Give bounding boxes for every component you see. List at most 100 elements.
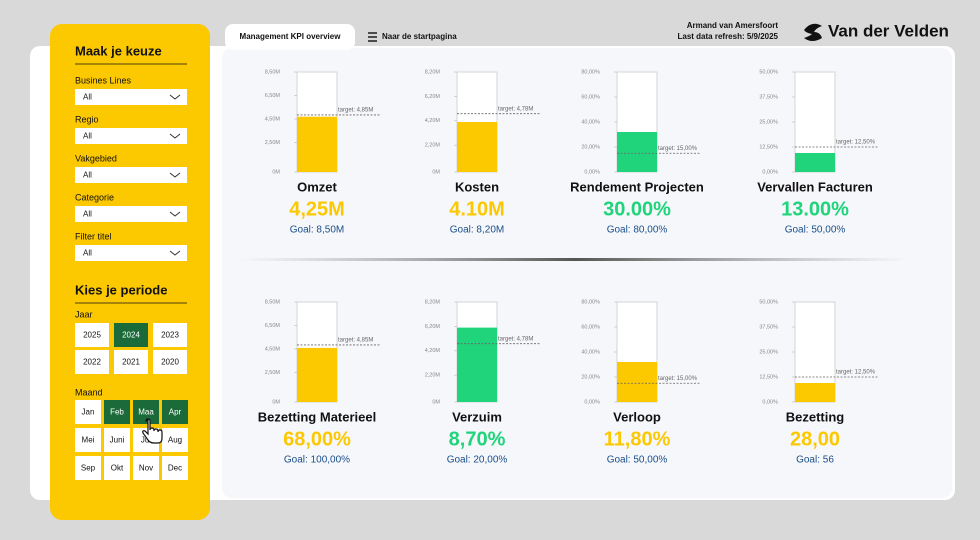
kpi-goal: Goal: 8,20M xyxy=(450,225,504,236)
section-divider xyxy=(240,258,910,261)
kpi-value: 30.00% xyxy=(603,198,671,220)
kpi-value: 28,00 xyxy=(790,428,840,450)
target-label: target: 4,78M xyxy=(498,106,533,112)
sidebar-title: Maak je keuze xyxy=(75,43,162,58)
toggle-button[interactable] xyxy=(75,400,101,424)
kpi-goal: Goal: 56 xyxy=(796,455,834,466)
y-tick-label: 40,00% xyxy=(581,119,600,125)
tab-active[interactable] xyxy=(225,24,355,50)
kpi-value: 13.00% xyxy=(781,198,849,220)
button-label: Feb xyxy=(110,408,124,417)
sidebar-title: Kies je periode xyxy=(75,282,167,297)
toggle-button[interactable] xyxy=(162,428,188,452)
y-tick-label: 0M xyxy=(272,399,280,405)
y-tick-label: 6,50M xyxy=(265,93,281,99)
toggle-button[interactable] xyxy=(104,428,130,452)
bar xyxy=(457,122,497,172)
y-tick-label: 6,50M xyxy=(265,323,281,329)
tab[interactable]: Naar de startpagina xyxy=(382,32,457,41)
toggle-button[interactable] xyxy=(104,456,130,480)
kpi-goal: Goal: 20,00% xyxy=(447,455,508,466)
kpi-name: Bezetting Materieel xyxy=(258,409,376,424)
toggle-button[interactable] xyxy=(153,323,187,347)
y-tick-label: 4,50M xyxy=(265,347,281,353)
button-label: Okt xyxy=(111,464,124,473)
sidebar xyxy=(50,24,210,520)
y-tick-label: 6,20M xyxy=(425,324,441,330)
dropdown[interactable] xyxy=(75,167,187,183)
y-tick-label: 2,50M xyxy=(265,140,281,146)
refresh-date: Last data refresh: 5/9/2025 xyxy=(678,32,779,41)
y-tick-label: 2,20M xyxy=(425,143,441,149)
toggle-button[interactable] xyxy=(153,350,187,374)
kpi-value: 11,80% xyxy=(604,428,671,450)
toggle-button[interactable] xyxy=(114,323,148,347)
button-label: Jan xyxy=(82,408,95,417)
toggle-button[interactable] xyxy=(75,456,101,480)
y-tick-label: 60,00% xyxy=(581,94,600,100)
bar xyxy=(617,132,657,172)
kpi-goal: Goal: 50,00% xyxy=(607,455,668,466)
y-tick-label: 20,00% xyxy=(581,144,600,150)
y-tick-label: 0,00% xyxy=(584,169,600,175)
y-tick-label: 0,00% xyxy=(762,169,778,175)
bar xyxy=(457,327,497,402)
kpi-cards: 0M 2,50M 4,50M 6,50M 8,50M target: 4,85M Omzet… xyxy=(258,69,878,466)
y-tick-label: 37,50% xyxy=(759,324,778,330)
chevron xyxy=(169,250,181,256)
toggle-button[interactable] xyxy=(104,400,130,424)
kpi-goal: Goal: 50,00% xyxy=(785,225,846,236)
y-tick-label: 80,00% xyxy=(581,69,600,75)
toggle-button[interactable] xyxy=(75,323,109,347)
button-label: Maa xyxy=(138,408,154,417)
kpi-name: Rendement Projecten xyxy=(570,179,704,194)
dropdown[interactable] xyxy=(75,245,187,261)
toggle-button[interactable] xyxy=(162,400,188,424)
y-tick-label: 4,20M xyxy=(425,118,441,124)
button-label: 2022 xyxy=(83,358,101,367)
toggle-button[interactable] xyxy=(75,428,101,452)
toggle-button[interactable] xyxy=(162,456,188,480)
button-label: Juni xyxy=(110,436,125,445)
logo-mark xyxy=(804,23,822,41)
target-label: target: 4,85M xyxy=(338,338,373,344)
button-label: 2025 xyxy=(83,331,101,340)
button-label: Nov xyxy=(139,464,153,473)
y-tick-label: 0M xyxy=(272,169,280,175)
dropdown[interactable] xyxy=(75,206,187,222)
tab[interactable]: Management KPI overview xyxy=(240,32,342,41)
dropdown[interactable] xyxy=(75,89,187,105)
kpi-value: 8,70% xyxy=(449,428,506,450)
toggle-button[interactable] xyxy=(133,456,159,480)
toggle-button[interactable] xyxy=(75,350,109,374)
kpi-goal: Goal: 80,00% xyxy=(607,225,668,236)
y-tick-label: 25,00% xyxy=(759,119,778,125)
filter-label: Regio xyxy=(75,114,99,124)
dropdown[interactable] xyxy=(75,128,187,144)
kpi-value: 4.10M xyxy=(449,198,505,220)
y-tick-label: 37,50% xyxy=(759,94,778,100)
kpi-name: Vervallen Facturen xyxy=(757,179,873,194)
target-label: target: 15,00% xyxy=(658,376,698,382)
button-label: Mei xyxy=(82,436,95,445)
menu-icon[interactable] xyxy=(368,32,377,42)
kpi-value: 68,00% xyxy=(283,428,351,450)
toggle-button[interactable] xyxy=(114,350,148,374)
y-tick-label: 60,00% xyxy=(581,324,600,330)
logo: Van der Velden xyxy=(828,21,949,40)
kpi-name: Omzet xyxy=(297,179,337,194)
y-tick-label: 0M xyxy=(432,169,440,175)
kpi-name: Verzuim xyxy=(452,409,502,424)
chevron xyxy=(169,94,181,100)
y-tick-label: 25,00% xyxy=(759,349,778,355)
kpi-name: Verloop xyxy=(613,409,661,424)
y-tick-label: 8,50M xyxy=(265,69,281,75)
filter-label: Vakgebied xyxy=(75,153,117,163)
target-label: target: 15,00% xyxy=(658,146,698,152)
target-label: target: 4,78M xyxy=(498,336,533,342)
dropdown-value: All xyxy=(83,93,92,102)
kpi-value: 4,25M xyxy=(289,198,345,220)
dropdown-value: All xyxy=(83,210,92,219)
chevron xyxy=(169,133,181,139)
